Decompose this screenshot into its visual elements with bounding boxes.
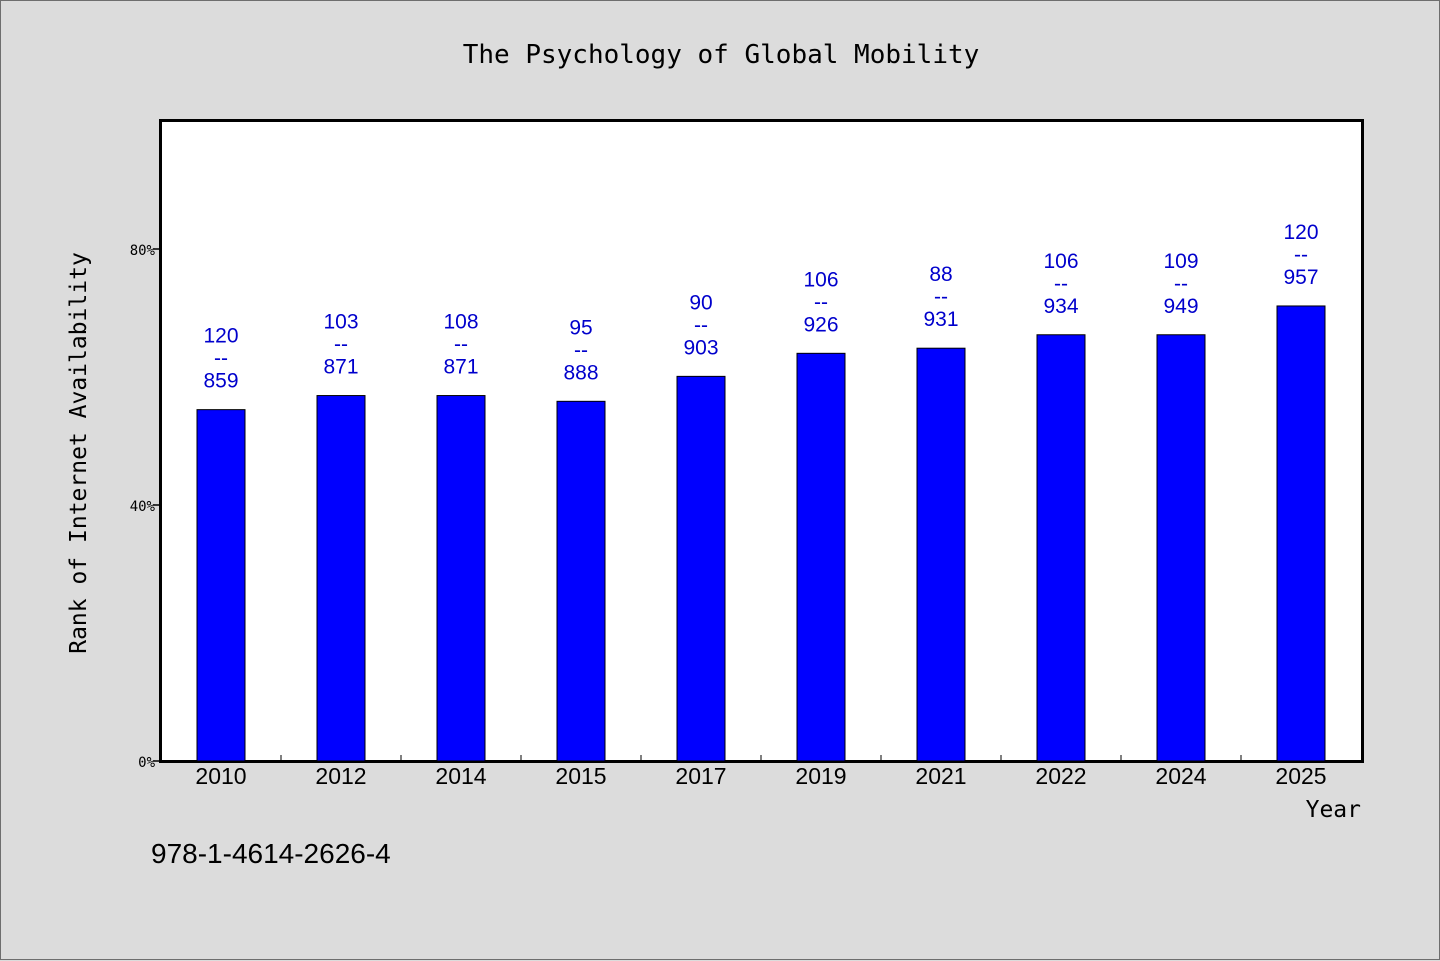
isbn-footer: 978-1-4614-2626-4 bbox=[151, 838, 391, 869]
y-tick-label: 40% bbox=[130, 499, 156, 515]
bar bbox=[796, 352, 846, 762]
data-label: 106 bbox=[803, 268, 838, 291]
bar bbox=[916, 347, 966, 762]
data-label: 106 bbox=[1043, 250, 1078, 273]
bar bbox=[196, 409, 246, 762]
data-label: -- bbox=[1174, 272, 1188, 295]
data-label: 120 bbox=[1283, 221, 1318, 244]
bar bbox=[436, 395, 486, 762]
data-label: 859 bbox=[203, 370, 238, 393]
x-tick-label: 2021 bbox=[915, 763, 966, 789]
data-label: -- bbox=[814, 291, 828, 314]
data-labels: 120--859103--871108--87195--88890--90310… bbox=[203, 221, 1318, 393]
chart-title: The Psychology of Global Mobility bbox=[463, 40, 980, 70]
data-label: 88 bbox=[929, 263, 952, 286]
data-label: 871 bbox=[323, 356, 358, 379]
y-axis-label: Rank of Internet Availability bbox=[66, 252, 92, 654]
data-label: -- bbox=[1054, 272, 1068, 295]
x-tick-label: 2014 bbox=[435, 763, 486, 789]
data-label: -- bbox=[694, 314, 708, 337]
bar bbox=[316, 395, 366, 762]
bar bbox=[1036, 334, 1086, 762]
x-axis: 2010 2012 2014 2015 2017 2019 2021 2022 2024 2025 bbox=[195, 755, 1327, 789]
y-tick-label: 0% bbox=[138, 755, 155, 771]
data-label: -- bbox=[214, 347, 228, 370]
x-tick-label: 2010 bbox=[195, 763, 246, 789]
data-label: 871 bbox=[443, 356, 478, 379]
bar bbox=[676, 375, 726, 762]
data-label: 888 bbox=[563, 361, 598, 384]
x-axis-label: Year bbox=[1306, 797, 1361, 823]
data-label: 957 bbox=[1283, 266, 1318, 289]
data-label: 949 bbox=[1163, 295, 1198, 318]
x-tick-label: 2017 bbox=[675, 763, 726, 789]
y-tick-label: 80% bbox=[130, 243, 156, 259]
data-label: -- bbox=[1294, 243, 1308, 266]
data-label: -- bbox=[574, 339, 588, 362]
data-label: 931 bbox=[923, 308, 958, 331]
bar bbox=[1276, 305, 1326, 762]
x-tick-label: 2022 bbox=[1035, 763, 1086, 789]
data-label: 103 bbox=[323, 311, 358, 334]
x-tick-label: 2024 bbox=[1155, 763, 1206, 789]
data-label: 934 bbox=[1043, 295, 1078, 318]
x-tick-label: 2019 bbox=[795, 763, 846, 789]
data-label: 926 bbox=[803, 313, 838, 336]
data-label: -- bbox=[334, 333, 348, 356]
data-label: 120 bbox=[203, 325, 238, 348]
data-label: 109 bbox=[1163, 250, 1198, 273]
x-tick-label: 2025 bbox=[1275, 763, 1326, 789]
y-axis: 0% 40% 80% bbox=[130, 243, 161, 771]
bar bbox=[1156, 334, 1206, 762]
data-label: 108 bbox=[443, 311, 478, 334]
bar-series bbox=[196, 305, 1326, 762]
data-label: 95 bbox=[569, 316, 592, 339]
x-tick-label: 2015 bbox=[555, 763, 606, 789]
data-label: -- bbox=[934, 286, 948, 309]
data-label: -- bbox=[454, 333, 468, 356]
data-label: 903 bbox=[683, 336, 718, 359]
data-label: 90 bbox=[689, 291, 712, 314]
bar bbox=[556, 400, 606, 762]
x-tick-label: 2012 bbox=[315, 763, 366, 789]
